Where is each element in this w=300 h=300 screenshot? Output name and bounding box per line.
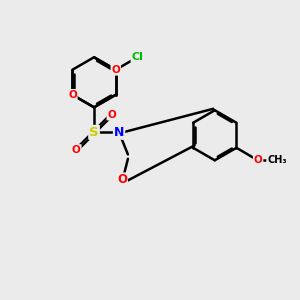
Text: O: O (107, 110, 116, 120)
Text: O: O (72, 145, 81, 155)
Text: Cl: Cl (131, 52, 143, 62)
Text: N: N (114, 126, 124, 139)
Text: O: O (68, 90, 77, 100)
Text: O: O (254, 155, 262, 165)
Text: O: O (111, 65, 120, 75)
Text: S: S (89, 126, 99, 139)
Text: CH₃: CH₃ (267, 155, 287, 165)
Text: O: O (117, 173, 127, 186)
